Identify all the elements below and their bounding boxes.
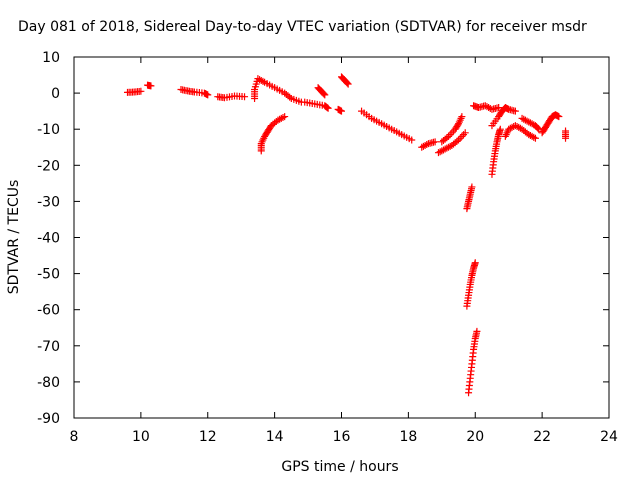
data-point [408,136,416,144]
data-point [241,93,249,101]
data-point [343,79,351,87]
series-arc7 [301,98,332,112]
y-tick-label: -80 [37,375,60,391]
series-arc14 [438,113,466,146]
data-point [495,104,503,112]
series-arc11 [358,107,416,144]
data-point [471,259,479,267]
series-arc4 [214,92,249,102]
data-point [443,134,451,142]
series-arc3 [177,85,212,99]
data-point [323,104,331,112]
data-point [535,125,543,133]
x-tick-label: 20 [466,429,484,445]
series-arc19 [488,125,504,178]
data-point [530,133,538,141]
x-tick-label: 12 [199,429,217,445]
data-point [555,113,563,121]
data-point [454,121,462,129]
data-point [281,113,289,121]
x-tick-label: 8 [70,429,79,445]
data-point [496,125,504,133]
y-tick-label: -60 [37,303,60,319]
data-point [431,138,439,146]
data-point [338,107,345,115]
data-point [344,80,352,88]
y-tick-label: 0 [51,86,60,102]
series-arc12 [418,138,439,151]
series-arc21 [501,122,539,142]
x-tick-label: 10 [132,429,150,445]
data-point [453,137,461,145]
y-tick-label: -90 [37,411,60,427]
data-point [468,183,476,191]
data-point [259,77,267,85]
y-tick-label: -20 [37,158,60,174]
data-point [322,103,330,111]
y-tick-label: -30 [37,194,60,210]
data-point [204,91,212,99]
series-arc20 [488,104,519,130]
series-arc6 [257,113,289,155]
x-tick-label: 14 [266,429,284,445]
series-arc2 [144,81,155,90]
series-arc18 [470,102,503,113]
data-point [473,327,481,335]
y-tick-label: 10 [42,50,60,66]
x-tick-label: 22 [533,429,551,445]
x-axis-label: GPS time / hours [281,459,398,475]
data-point [324,104,332,112]
series-arc24 [562,127,570,142]
series-arc15 [463,183,476,213]
series-arc10 [338,73,352,88]
data-point [562,134,570,142]
series-arc16 [463,259,479,310]
series-arc1 [124,87,145,96]
series-arc9 [334,105,345,115]
data-point [321,91,329,99]
data-point [320,90,328,98]
series-arc22 [518,114,543,133]
x-tick-label: 16 [333,429,351,445]
series-arc8 [314,84,329,99]
chart-title: Day 081 of 2018, Sidereal Day-to-day VTE… [18,19,587,35]
series-arc13 [434,129,469,157]
data-point [458,113,466,121]
y-tick-label: -50 [37,267,60,283]
data-point [423,141,431,149]
series-arc17 [465,327,481,397]
data-point [461,129,469,137]
data-point [279,113,287,121]
x-tick-label: 24 [600,429,618,445]
data-point [137,87,145,95]
data-points [124,73,570,397]
y-tick-label: -10 [37,122,60,138]
series-arc5 [251,75,305,106]
axis-ticks: 8 10 12 14 16 18 20 22 24 10 0 -10 -20 -30 -40 -50 -60 -7… [37,50,618,445]
series-arc23 [538,111,563,137]
y-tick-label: -70 [37,339,60,355]
data-point [147,82,155,90]
y-tick-label: -40 [37,231,60,247]
data-point [511,107,519,115]
y-axis-label: SDTVAR / TECUs [6,180,22,295]
data-point [534,124,542,132]
x-tick-label: 18 [399,429,417,445]
data-point [531,134,539,142]
data-point [286,93,294,101]
